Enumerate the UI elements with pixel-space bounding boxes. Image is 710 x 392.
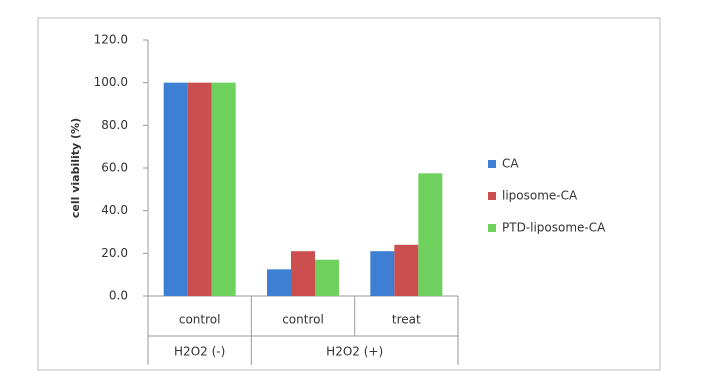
x-tick-label: control: [179, 313, 221, 327]
bar: [267, 269, 291, 296]
y-tick-label: 80.0: [101, 118, 128, 132]
bar: [315, 259, 339, 296]
y-tick-label: 120.0: [94, 33, 128, 47]
bar: [211, 82, 236, 297]
x-tick-label: treat: [392, 313, 421, 327]
bar: [370, 251, 395, 296]
group-label: H2O2 (+): [326, 345, 383, 359]
y-tick-label: 100.0: [94, 75, 128, 89]
legend-swatch: [488, 192, 496, 200]
bar: [418, 173, 443, 296]
legend-label: PTD-liposome-CA: [502, 221, 606, 235]
y-tick-label: 40.0: [101, 203, 128, 217]
bar: [394, 244, 419, 296]
bar: [163, 82, 188, 297]
legend-swatch: [488, 224, 496, 232]
bar: [187, 82, 212, 297]
group-label: H2O2 (-): [174, 345, 225, 359]
x-tick-label: control: [282, 313, 324, 327]
legend-label: CA: [502, 157, 519, 171]
y-tick-label: 20.0: [101, 246, 128, 260]
y-tick-label: 60.0: [101, 161, 128, 175]
chart-frame: [37, 17, 661, 371]
bar: [291, 251, 315, 296]
y-tick-label: 0.0: [109, 289, 128, 303]
legend-swatch: [488, 160, 496, 168]
legend-label: liposome-CA: [502, 189, 578, 203]
y-axis-title: cell viability (%): [69, 118, 82, 218]
